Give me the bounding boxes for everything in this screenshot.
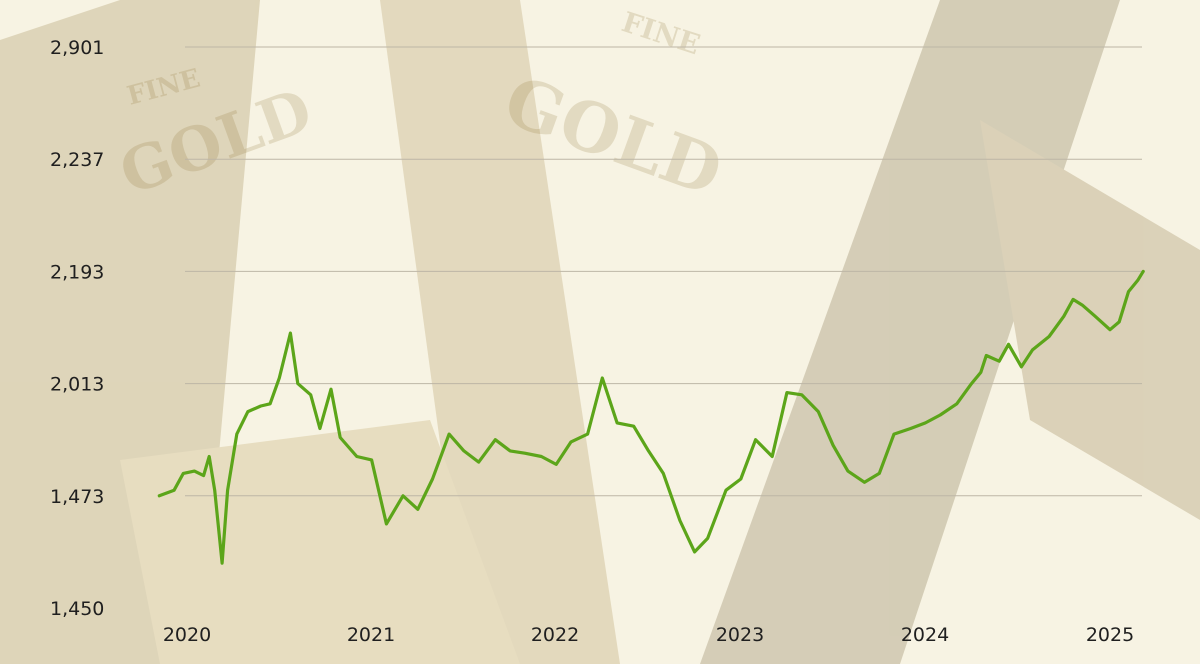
y-tick-label: 2,013 <box>50 374 104 396</box>
x-tick-label: 2020 <box>163 624 211 646</box>
y-tick-label: 2,193 <box>50 261 104 283</box>
y-tick-label: 2,237 <box>50 149 104 171</box>
y-tick-label: 1,473 <box>50 486 104 508</box>
x-axis-labels: 2020 2021 2022 2023 2024 2025 <box>163 624 1134 646</box>
gold-price-line <box>157 269 1145 565</box>
y-axis-labels: 1,450 1,473 2,013 2,193 2,237 2,901 <box>50 37 104 620</box>
gridlines <box>185 46 1142 497</box>
y-tick-label: 2,901 <box>50 37 104 59</box>
x-tick-label: 2025 <box>1086 624 1134 646</box>
x-tick-label: 2021 <box>347 624 395 646</box>
y-tick-label: 1,450 <box>50 598 104 620</box>
x-tick-label: 2023 <box>716 624 764 646</box>
x-tick-label: 2022 <box>531 624 579 646</box>
x-tick-label: 2024 <box>901 624 949 646</box>
